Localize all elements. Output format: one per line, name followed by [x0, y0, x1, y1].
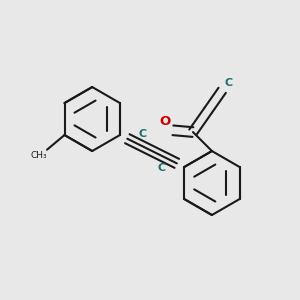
Text: C: C	[158, 163, 166, 173]
Text: C: C	[139, 129, 147, 139]
Text: C: C	[224, 78, 232, 88]
Text: O: O	[160, 115, 171, 128]
Text: CH₃: CH₃	[30, 151, 47, 160]
